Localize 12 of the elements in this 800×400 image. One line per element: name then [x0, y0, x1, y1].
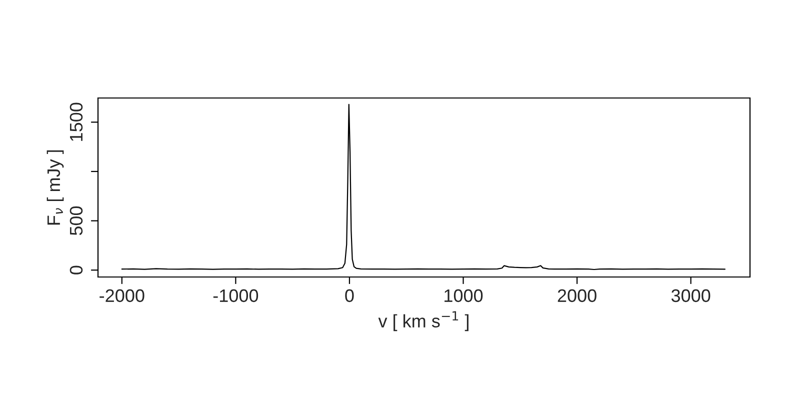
line-series	[121, 104, 726, 270]
y-axis-title: F$_{ν}$ [ mJy ]	[46, 150, 64, 225]
x-tick-label: -2000	[100, 289, 144, 302]
x-tick-label: 3000	[671, 289, 710, 302]
x-tick-label: 0	[345, 289, 354, 302]
y-tick-label: 1500	[70, 102, 83, 141]
x-axis-title: v [ km s$^{−1}$ ]	[378, 311, 468, 332]
y-tick-label: 0	[70, 266, 83, 274]
x-tick-label: -1000	[213, 289, 258, 302]
y-tick-label: 500	[70, 206, 83, 236]
x-tick-label: 2000	[558, 289, 596, 302]
x-tick-label: 1000	[444, 289, 483, 302]
